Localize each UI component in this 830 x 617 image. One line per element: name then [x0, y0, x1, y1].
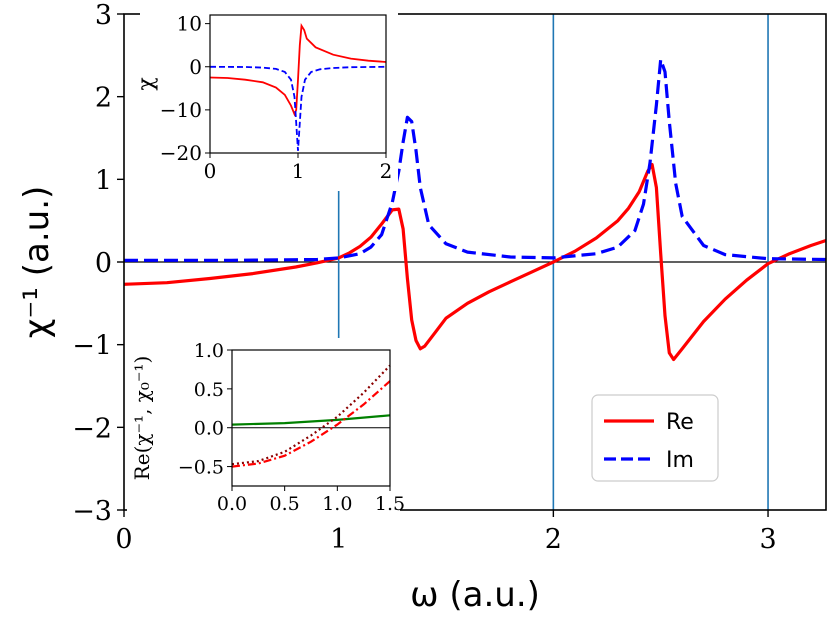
series-line-re: [123, 162, 827, 362]
inset-x-tick-label: 0: [204, 159, 217, 183]
inset-series-line-red: [231, 380, 391, 468]
y-tick-label: −2: [72, 413, 112, 444]
legend-label-re: Re: [666, 410, 694, 435]
inset-chart-real-part: 0.0 0.5 1.0 1.5 −0.5 0.0 0.5 1.0 Re(χ⁻¹, χ₀⁻¹): [127, 338, 405, 518]
inset-series-line: [209, 23, 387, 117]
inset-x-tick-label: 0.5: [270, 493, 300, 515]
inset-series-line-darkred: [231, 364, 391, 466]
legend: Re Im: [591, 394, 719, 482]
inset-y-axis-label: χ: [134, 77, 159, 90]
inset-y-axis-label: Re(χ⁻¹, χ₀⁻¹): [130, 356, 154, 481]
legend-label-im: Im: [666, 448, 694, 473]
y-tick-label: −1: [72, 331, 112, 362]
x-tick-label: 2: [545, 524, 562, 555]
inset-y-tick-label: 0.0: [194, 418, 224, 440]
inset-y-tick-label: −10: [160, 98, 202, 122]
inset-x-tick-label: 2: [380, 159, 393, 183]
legend-box: [591, 394, 719, 482]
inset-y-tick-label: 1.0: [194, 340, 224, 362]
y-tick-label: −3: [72, 496, 112, 527]
y-tick-label: 3: [95, 0, 112, 31]
inset-x-tick-label: 1.5: [375, 493, 405, 515]
inset-series-line-green: [231, 414, 391, 426]
series-line-im: [124, 57, 827, 262]
inset-x-tick-label: 0.0: [217, 493, 247, 515]
inset-y-tick-label: 10: [177, 12, 202, 36]
inset-chart-susceptibility: 0 1 2 −20 −10 0 10 χ: [134, 9, 398, 191]
x-axis-label: ω (a.u.): [410, 575, 540, 615]
y-axis-label: χ⁻¹ (a.u.): [17, 186, 57, 339]
inset-series-line: [209, 65, 387, 151]
x-tick-label: 0: [115, 524, 132, 555]
inset-x-tick-label: 1: [292, 159, 305, 183]
inset-y-tick-label: −0.5: [178, 457, 224, 479]
inset-y-tick-label: 0: [189, 55, 202, 79]
y-tick-label: 0: [95, 248, 112, 279]
inset-background: [140, 9, 398, 191]
x-tick-label: 3: [759, 524, 776, 555]
inset-frame: [231, 349, 391, 487]
inset-x-tick-label: 1.0: [322, 493, 352, 515]
y-tick-label: 1: [95, 165, 112, 196]
inset-y-tick-label: 0.5: [194, 379, 224, 401]
inset-y-tick-label: −20: [160, 141, 202, 165]
y-tick-label: 2: [95, 83, 112, 114]
x-tick-label: 1: [330, 524, 347, 555]
